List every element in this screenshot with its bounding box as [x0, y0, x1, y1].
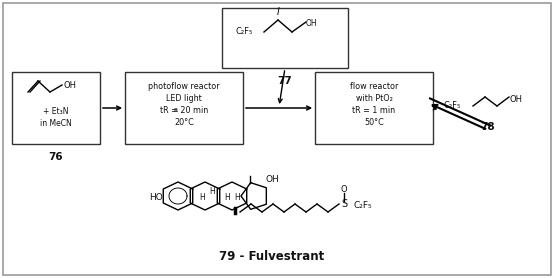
- Text: H: H: [209, 187, 215, 195]
- Text: 77: 77: [278, 76, 293, 86]
- Text: 50°C: 50°C: [364, 118, 384, 127]
- Bar: [222, 8, 348, 68]
- Text: OH: OH: [509, 95, 522, 103]
- Text: tR = 1 min: tR = 1 min: [352, 106, 396, 115]
- Text: LED light: LED light: [166, 94, 202, 103]
- Text: C₂F₅: C₂F₅: [236, 28, 253, 36]
- Bar: [125, 72, 243, 144]
- Text: 20°C: 20°C: [174, 118, 194, 127]
- Text: C₂F₅: C₂F₅: [353, 202, 372, 210]
- Text: I: I: [276, 7, 279, 17]
- Text: 79 - Fulvestrant: 79 - Fulvestrant: [219, 250, 325, 263]
- Text: C₂F₅: C₂F₅: [443, 101, 460, 110]
- Text: H: H: [234, 193, 240, 202]
- Text: H: H: [224, 193, 230, 202]
- Text: with PtO₂: with PtO₂: [356, 94, 392, 103]
- Text: OH: OH: [306, 19, 317, 29]
- Text: O: O: [341, 185, 347, 193]
- Bar: [12, 72, 100, 144]
- Text: 76: 76: [49, 152, 63, 162]
- Text: HO: HO: [149, 193, 163, 202]
- Text: tR = 20 min: tR = 20 min: [160, 106, 208, 115]
- Bar: [315, 72, 433, 144]
- Text: S: S: [341, 199, 347, 209]
- Text: H: H: [199, 193, 205, 202]
- Text: 78: 78: [481, 122, 495, 132]
- Text: + Et₃N: + Et₃N: [43, 108, 69, 116]
- Text: R: R: [173, 108, 177, 113]
- Text: photoflow reactor: photoflow reactor: [148, 82, 220, 91]
- Text: in MeCN: in MeCN: [40, 120, 72, 128]
- Text: flow reactor: flow reactor: [350, 82, 398, 91]
- Text: OH: OH: [63, 81, 76, 91]
- Text: OH: OH: [265, 175, 279, 185]
